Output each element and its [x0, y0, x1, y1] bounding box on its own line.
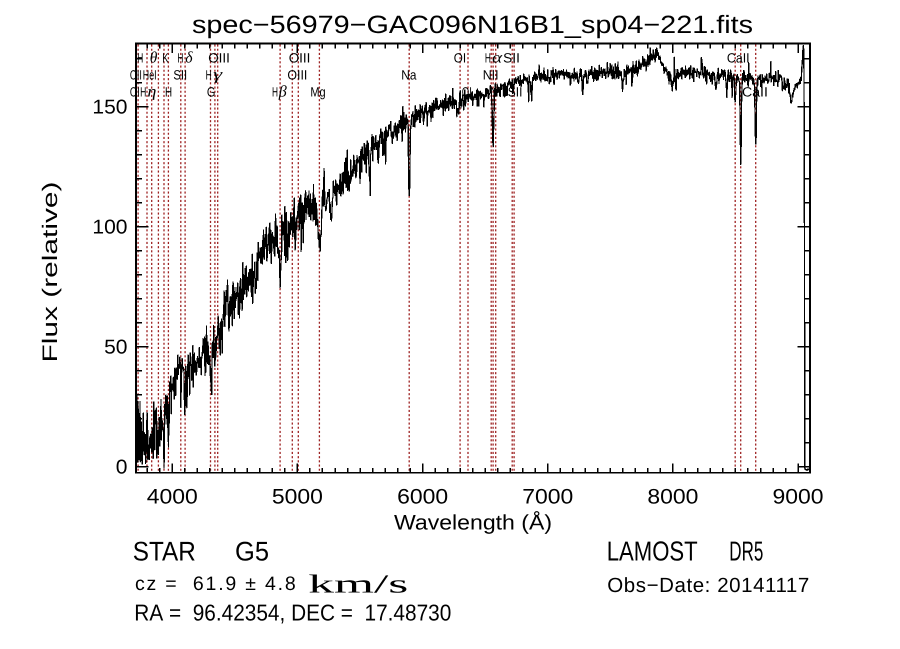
svg-text:β: β: [278, 84, 287, 101]
svg-text:100: 100: [92, 217, 127, 239]
svg-text:Wavelength (Å): Wavelength (Å): [394, 511, 552, 535]
svg-text:H: H: [140, 85, 146, 100]
svg-text:NII: NII: [490, 85, 505, 100]
svg-text:G: G: [207, 85, 216, 100]
svg-text:50: 50: [104, 337, 127, 359]
svg-text:H: H: [272, 85, 278, 100]
svg-text:STAR: STAR: [133, 537, 196, 567]
svg-text:Flux (relative): Flux (relative): [39, 182, 62, 363]
svg-text:7000: 7000: [522, 486, 573, 509]
svg-text:HeI: HeI: [143, 68, 157, 83]
svg-text:OI: OI: [454, 51, 466, 66]
svg-text:6000: 6000: [397, 486, 448, 509]
svg-text:km/s: km/s: [308, 570, 408, 599]
svg-text:cz = 61.9 ± 4.8: cz = 61.9 ± 4.8: [135, 573, 296, 595]
svg-text:0: 0: [116, 457, 128, 479]
svg-text:OI: OI: [462, 85, 472, 100]
svg-text:5000: 5000: [272, 486, 323, 509]
svg-text:α: α: [492, 50, 503, 67]
svg-text:H: H: [206, 68, 212, 83]
svg-text:OI: OI: [130, 85, 140, 100]
svg-text:NII: NII: [483, 68, 499, 83]
svg-text:δ: δ: [185, 50, 193, 67]
svg-text:G5: G5: [235, 537, 269, 567]
svg-text:OIII: OIII: [289, 51, 311, 66]
svg-text:H: H: [137, 51, 143, 66]
svg-text:H: H: [177, 51, 183, 66]
svg-text:SII: SII: [173, 68, 187, 83]
svg-text:150: 150: [92, 97, 127, 119]
svg-text:H: H: [485, 51, 491, 66]
svg-text:Na: Na: [401, 68, 417, 83]
svg-text:RA = 96.42354, DEC = 17.4873: RA = 96.42354, DEC = 17.48730: [134, 600, 451, 626]
svg-text:DR5: DR5: [729, 535, 763, 566]
svg-text:LAMOST: LAMOST: [607, 535, 698, 566]
svg-text:Mg: Mg: [310, 85, 325, 100]
svg-text:CaII: CaII: [727, 51, 750, 66]
svg-text:8000: 8000: [647, 486, 698, 509]
svg-text:OII: OII: [130, 68, 142, 83]
svg-text:4000: 4000: [147, 486, 198, 509]
svg-text:SII: SII: [503, 51, 520, 66]
svg-text:θ: θ: [150, 50, 158, 67]
svg-text:spec−56979−GAC096N16B1_sp04−22: spec−56979−GAC096N16B1_sp04−221.fits: [192, 11, 753, 39]
svg-text:CaII: CaII: [742, 85, 768, 100]
svg-text:SII: SII: [508, 85, 523, 100]
svg-text:γ: γ: [213, 67, 223, 84]
svg-text:η: η: [147, 84, 156, 101]
svg-text:H: H: [165, 85, 172, 100]
svg-text:K: K: [162, 51, 168, 66]
svg-text:Obs−Date: 20141117: Obs−Date: 20141117: [607, 574, 809, 597]
svg-text:9000: 9000: [773, 486, 824, 509]
svg-text:OIII: OIII: [208, 51, 230, 66]
svg-text:OIII: OIII: [287, 68, 307, 83]
